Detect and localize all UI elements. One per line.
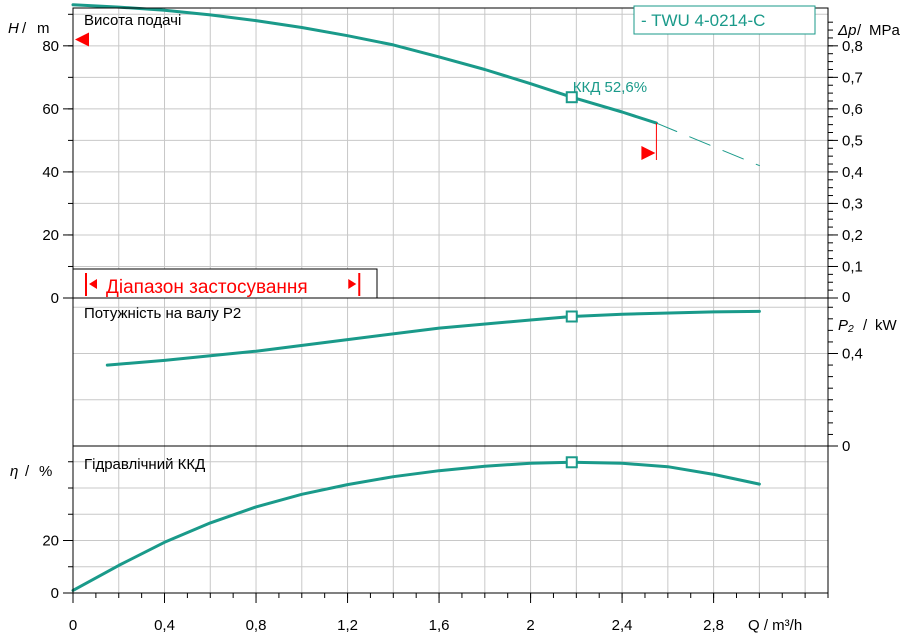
operating-point-marker — [565, 91, 578, 104]
y2-tick-label: 0,8 — [842, 38, 863, 55]
range-right-arrow-icon — [348, 279, 357, 289]
p2-axis-unit: kW — [875, 317, 898, 334]
curves-layer — [71, 3, 761, 592]
y1-axis-var: H — [8, 20, 19, 37]
x-tick-label: 0,8 — [246, 617, 267, 634]
y1-axis-unit: m — [37, 20, 50, 37]
x-tick-label: 2,4 — [612, 617, 633, 634]
y-tick-label: 0 — [51, 585, 59, 602]
panel1-title: Висота подачі — [84, 12, 181, 29]
markers-layer — [75, 32, 657, 469]
y2-axis-var: Δp — [837, 22, 856, 39]
p2-tick-label: 0 — [842, 438, 850, 455]
x-tick-label: 1,6 — [429, 617, 450, 634]
legend: - TWU 4-0214-C — [633, 5, 816, 35]
y2-tick-label: 0 — [842, 289, 850, 306]
y2-tick-label: 0,5 — [842, 132, 863, 149]
p2-axis-sep: / — [863, 317, 868, 334]
operating-point-marker — [565, 456, 578, 469]
eta-axis-var: η — [10, 463, 18, 480]
x-tick-label: 2 — [526, 617, 534, 634]
power-curve — [105, 309, 761, 367]
legend-box — [633, 5, 816, 35]
panel2-title: Потужність на валу P2 — [84, 305, 241, 322]
y2-axis-sep: / — [857, 22, 862, 39]
y2-tick-label: 0,6 — [842, 101, 863, 118]
y-tick-label: 60 — [42, 101, 59, 118]
range-left-arrow-icon — [89, 279, 97, 289]
range-label: Діапазон застосування — [106, 277, 308, 298]
y-tick-label: 40 — [42, 164, 59, 181]
y-tick-label: 0 — [51, 290, 59, 307]
eta-axis-sep: / — [25, 463, 30, 480]
head-curve-extension — [655, 122, 760, 167]
x-tick-label: 2,8 — [703, 617, 724, 634]
panel-frame — [72, 7, 829, 299]
y1-axis-sep: / — [22, 20, 27, 37]
head-curve — [71, 3, 658, 125]
x-tick-label: 1,2 — [337, 617, 358, 634]
y2-tick-label: 0,7 — [842, 69, 863, 86]
application-range: Діапазон застосування — [72, 268, 378, 299]
text-layer: Висота подачі Потужність на валу P2 Гідр… — [8, 12, 901, 634]
frame-layer — [63, 7, 838, 603]
operating-point-label: ККД 52,6% — [573, 79, 647, 96]
panel3-title: Гідравлічний ККД — [84, 456, 205, 473]
legend-label: - TWU 4-0214-C — [641, 11, 765, 30]
eta-axis-unit: % — [39, 463, 52, 480]
p2-axis-var: P₂ — [838, 317, 854, 334]
y-tick-label: 80 — [42, 38, 59, 55]
y-tick-label: 20 — [42, 533, 59, 550]
grid-layer — [73, 8, 828, 593]
range-box — [72, 268, 378, 299]
x-axis-label: Q / m³/h — [748, 617, 802, 634]
y-tick-label: 20 — [42, 227, 59, 244]
max-head-marker — [75, 32, 89, 47]
panel-frame — [72, 445, 829, 594]
p2-tick-label: 0,4 — [842, 346, 863, 363]
y2-tick-label: 0,2 — [842, 227, 863, 244]
end-point-marker — [641, 146, 656, 160]
y2-axis-unit: MPa — [869, 22, 901, 39]
x-tick-label: 0,4 — [154, 617, 175, 634]
y2-tick-label: 0,4 — [842, 164, 863, 181]
efficiency-curve — [71, 460, 761, 592]
x-tick-label: 0 — [69, 617, 77, 634]
y2-tick-label: 0,1 — [842, 258, 863, 275]
operating-point-marker — [565, 310, 578, 323]
y2-tick-label: 0,3 — [842, 195, 863, 212]
